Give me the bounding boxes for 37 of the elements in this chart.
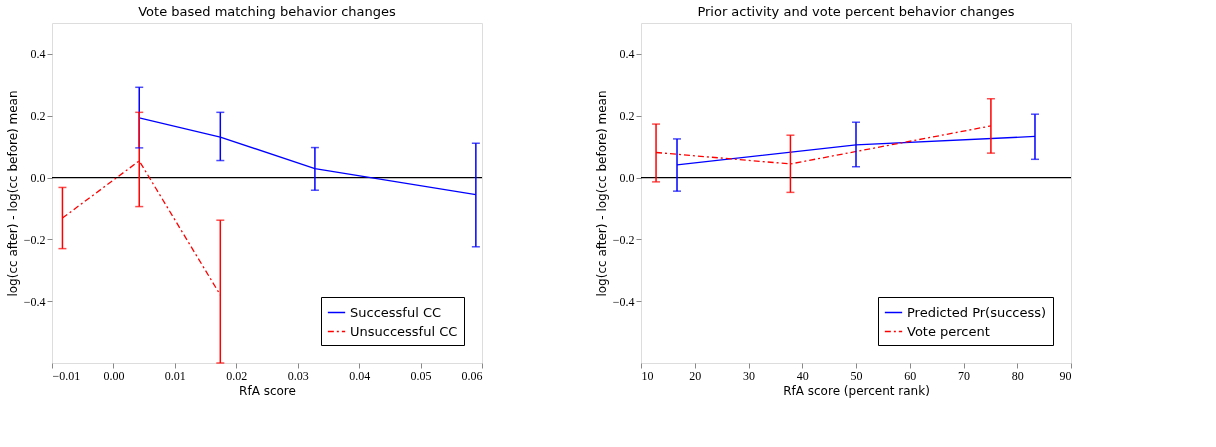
x-tick-label: 0.02 bbox=[226, 368, 248, 383]
chart-title: Vote based matching behavior changes bbox=[138, 4, 397, 19]
chart-title: Prior activity and vote percent behavior changes bbox=[697, 4, 1015, 19]
legend-label: Vote percent bbox=[907, 323, 990, 339]
x-tick-label: 0.04 bbox=[349, 368, 371, 383]
y-tick-label: −0.2 bbox=[612, 232, 635, 247]
y-tick-label: 0.4 bbox=[30, 47, 46, 62]
y-tick-label: 0.2 bbox=[619, 109, 635, 124]
x-tick-label: 70 bbox=[958, 368, 970, 383]
x-tick-label: 90 bbox=[1059, 368, 1072, 383]
x-tick-label: 0.05 bbox=[410, 368, 432, 383]
y-tick-label: −0.4 bbox=[612, 294, 635, 309]
legend-label: Unsuccessful CC bbox=[350, 323, 458, 339]
x-tick-label: 20 bbox=[689, 368, 702, 383]
y-tick-label: −0.4 bbox=[23, 294, 46, 309]
legend-label: Successful CC bbox=[350, 304, 442, 320]
x-tick-label: 0.03 bbox=[287, 368, 309, 383]
x-tick-label: 30 bbox=[743, 368, 755, 383]
y-axis-title: log(cc after) - log(cc before) mean bbox=[594, 90, 609, 297]
legend-label: Predicted Pr(success) bbox=[907, 304, 1047, 320]
x-tick-label: 80 bbox=[1011, 368, 1024, 383]
y-tick-label: 0.4 bbox=[619, 47, 635, 62]
x-tick-label: 50 bbox=[850, 368, 863, 383]
x-tick-label: 0.00 bbox=[103, 368, 125, 383]
y-tick-label: 0.0 bbox=[30, 171, 46, 186]
y-tick-label: 0.0 bbox=[619, 171, 635, 186]
x-tick-label: 10 bbox=[641, 368, 654, 383]
x-tick-label: 0.06 bbox=[461, 368, 483, 383]
y-tick-label: 0.2 bbox=[30, 109, 46, 124]
x-tick-label: 60 bbox=[904, 368, 917, 383]
x-axis-title: RfA score bbox=[239, 383, 296, 398]
y-tick-label: −0.2 bbox=[23, 232, 46, 247]
x-axis-title: RfA score (percent rank) bbox=[783, 383, 930, 398]
x-tick-label: 0.01 bbox=[164, 368, 186, 383]
y-axis-title: log(cc after) - log(cc before) mean bbox=[5, 90, 20, 297]
x-tick-label: 40 bbox=[796, 368, 809, 383]
x-tick-label: −0.01 bbox=[52, 368, 81, 383]
